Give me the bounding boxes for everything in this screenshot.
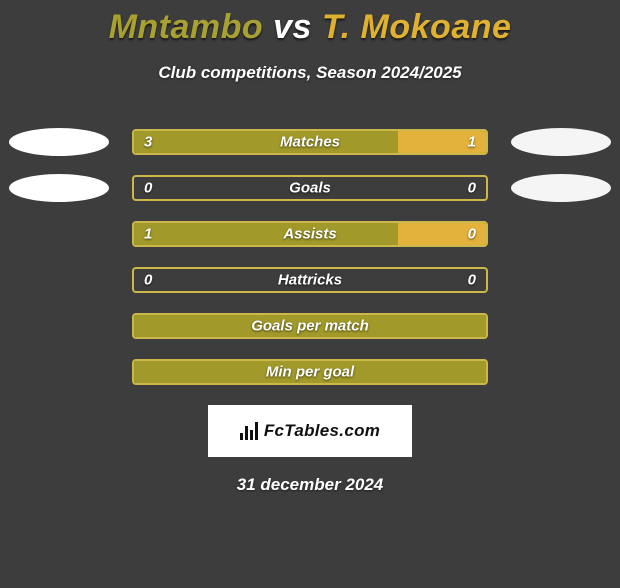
stat-row: Hattricks 0 0 (0, 257, 620, 303)
stat-bar: Hattricks 0 0 (132, 267, 488, 293)
club-logo-right (508, 355, 614, 389)
source-badge: FcTables.com (208, 405, 412, 457)
stat-value-left: 3 (144, 134, 152, 151)
club-logo-left (6, 263, 112, 297)
club-logo-right (508, 125, 614, 159)
club-logo-left (6, 355, 112, 389)
stat-value-right: 0 (468, 226, 476, 243)
stats-rows: Matches31Goals00Assists10Hattricks00Goal… (0, 119, 620, 395)
club-logo-left (6, 125, 112, 159)
stat-label: Matches (280, 134, 340, 151)
stat-label: Goals per match (251, 318, 369, 335)
club-logo-right (508, 217, 614, 251)
stat-bar: Matches 3 1 (132, 129, 488, 155)
stat-bar: Min per goal (132, 359, 488, 385)
club-logo-right (508, 263, 614, 297)
stat-bar: Goals per match (132, 313, 488, 339)
stat-value-right: 0 (468, 180, 476, 197)
stat-row: Goals 0 0 (0, 165, 620, 211)
bar-segment-left (134, 223, 398, 245)
badge-text: FcTables.com (264, 421, 380, 441)
stat-value-left: 1 (144, 226, 152, 243)
stat-value-left: 0 (144, 180, 152, 197)
club-logo-left (6, 217, 112, 251)
stat-value-right: 0 (468, 272, 476, 289)
stat-label: Goals (289, 180, 331, 197)
stat-label: Assists (283, 226, 336, 243)
stat-label: Min per goal (266, 364, 354, 381)
stat-row: Goals per match (0, 303, 620, 349)
stat-bar: Assists 1 0 (132, 221, 488, 247)
stat-row: Min per goal (0, 349, 620, 395)
ellipse-icon (511, 174, 611, 202)
stat-bar: Goals 0 0 (132, 175, 488, 201)
title-vs: vs (263, 8, 322, 46)
stat-value-left: 0 (144, 272, 152, 289)
stat-label: Hattricks (278, 272, 342, 289)
page-title: Mntambo vs T. Mokoane (0, 8, 620, 47)
ellipse-icon (511, 128, 611, 156)
ellipse-icon (9, 128, 109, 156)
stat-value-right: 1 (468, 134, 476, 151)
club-logo-left (6, 171, 112, 205)
bars-icon (240, 422, 258, 440)
club-logo-right (508, 309, 614, 343)
subtitle: Club competitions, Season 2024/2025 (0, 63, 620, 83)
title-player2: T. Mokoane (322, 8, 512, 46)
stat-row: Matches 3 1 (0, 119, 620, 165)
club-logo-left (6, 309, 112, 343)
title-player1: Mntambo (109, 8, 264, 46)
bar-segment-left (134, 131, 398, 153)
club-logo-right (508, 171, 614, 205)
ellipse-icon (9, 174, 109, 202)
date-label: 31 december 2024 (0, 475, 620, 495)
stat-row: Assists 1 0 (0, 211, 620, 257)
